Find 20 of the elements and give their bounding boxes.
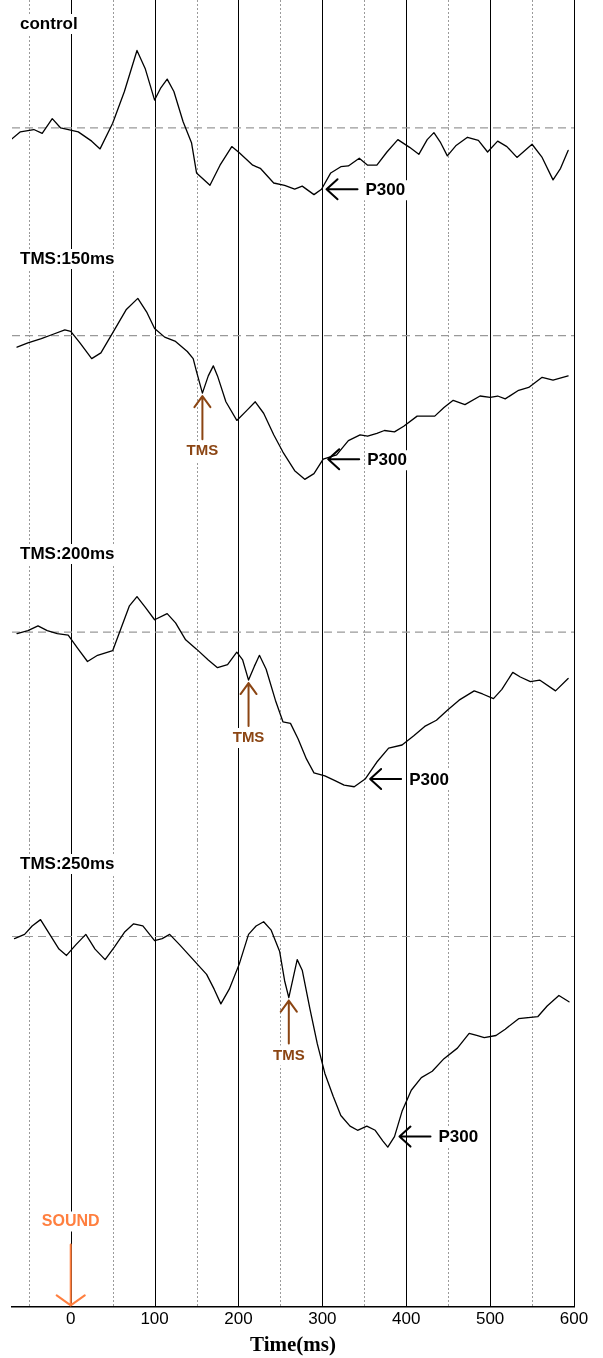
annotation: P300 xyxy=(438,1127,479,1147)
annotation: TMS xyxy=(272,1045,305,1063)
x-axis-title: Time(ms) xyxy=(250,1331,336,1356)
x-tick-label: 300 xyxy=(308,1309,337,1329)
annotation: P300 xyxy=(409,769,449,789)
x-tick-label: 200 xyxy=(224,1309,253,1329)
chart-title: TMS:200ms xyxy=(20,543,115,563)
text: SOUND xyxy=(41,1211,100,1229)
x-tick-label: 500 xyxy=(475,1309,505,1329)
annotation: P300 xyxy=(367,449,407,469)
x-tick-label: 0 xyxy=(65,1309,76,1329)
annotation: TMS xyxy=(186,441,219,459)
x-tick-label: 100 xyxy=(140,1309,169,1329)
x-tick-label: 600 xyxy=(559,1309,589,1329)
annotation: TMS xyxy=(232,728,265,746)
chart-title: control xyxy=(20,13,78,33)
annotation: P300 xyxy=(365,179,406,199)
chart-title: TMS:150ms xyxy=(20,248,115,268)
x-tick-label: 400 xyxy=(392,1309,421,1329)
chart-title: TMS:250ms xyxy=(20,853,115,873)
